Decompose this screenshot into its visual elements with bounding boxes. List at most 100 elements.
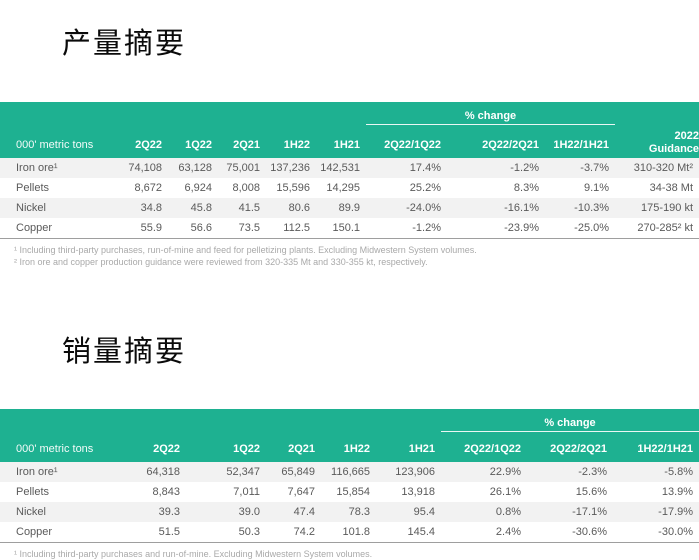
cell-value: 17.4% [409, 162, 441, 174]
cell-value: 123,906 [395, 466, 435, 478]
sales-table: % change 000' metric tons 2Q22 1Q22 2Q21 1H… [0, 409, 699, 543]
cell-value: -1.2% [510, 162, 539, 174]
cell-value: 22.9% [489, 466, 521, 478]
header-spacer [0, 102, 366, 125]
cell-value: 74,108 [128, 162, 162, 174]
cell-value: 0.8% [495, 506, 521, 518]
cell-value: -30.0% [613, 522, 699, 543]
cell-value: 15,854 [336, 486, 370, 498]
cell-value: 50.3 [186, 522, 266, 543]
sales-title: 销量摘要 [62, 334, 187, 368]
column-header: 1H22/1H21 [613, 431, 699, 462]
cell-value: 101.8 [321, 522, 376, 543]
production-table-header: % change 2022 Guidance 000' metric tons … [0, 102, 699, 158]
cell-value: 78.3 [348, 506, 370, 518]
cell-value: 63,128 [178, 162, 212, 174]
cell-value: -24.0% [406, 202, 441, 214]
cell-value: 55.9 [114, 218, 168, 239]
cell-value: 65,849 [281, 466, 315, 478]
cell-value: 75,001 [226, 162, 260, 174]
production-title: 产量摘要 [62, 26, 187, 60]
cell-value: 15.6% [575, 486, 607, 498]
cell-value: -16.1% [504, 202, 539, 214]
production-table-body: Iron ore¹ 74,108 63,128 75,001 137,236 142,53… [0, 158, 699, 239]
cell-value: 7,011 [233, 486, 260, 498]
column-header-row: 000' metric tons 2Q22 1Q22 2Q21 1H22 1H21 2Q2… [0, 431, 699, 462]
cell-value: -5.8% [664, 466, 694, 478]
column-header: 2Q22/1Q22 [366, 124, 447, 158]
cell-value: -23.9% [447, 218, 545, 239]
production-section: 产量摘要 % change 2022 Guidance 000' metric … [0, 0, 699, 268]
cell-value: 9.1% [583, 182, 610, 194]
cell-value: 7,647 [287, 486, 315, 498]
change-group-header: % change [366, 102, 616, 125]
cell-value: 25.2% [409, 182, 441, 194]
column-header: 2Q22 [114, 124, 168, 158]
cell-value: 34-38 Mt [649, 182, 694, 194]
column-header: 1H21 [316, 124, 366, 158]
column-header: 1Q22 [186, 431, 266, 462]
cell-value: 137,236 [270, 162, 310, 174]
row-label: Iron ore¹ [16, 162, 58, 174]
footnote: ¹ Including third-party purchases and ru… [14, 549, 373, 559]
table-row: Pellets 8,843 7,011 7,647 15,854 13,918 26.1% 1… [0, 482, 699, 502]
row-label: Iron ore¹ [16, 466, 58, 478]
table-row: Copper 55.9 56.6 73.5 112.5 150.1 -1.2% -23.9% -… [0, 218, 699, 239]
production-footnotes: ¹ Including third-party purchases, run-o… [14, 244, 699, 268]
cell-value: 150.1 [316, 218, 366, 239]
sales-table-body: Iron ore¹ 64,318 52,347 65,849 116,665 123,90… [0, 462, 699, 543]
cell-value: 15,596 [276, 182, 310, 194]
column-header: 2Q22/2Q21 [527, 431, 613, 462]
column-header: 1H22 [266, 124, 316, 158]
cell-value: 14,295 [326, 182, 360, 194]
cell-value: 270-285² kt [615, 218, 699, 239]
column-header: 1H22/1H21 [545, 124, 616, 158]
cell-value: 26.1% [489, 486, 521, 498]
column-header: 2Q22 [114, 431, 186, 462]
cell-value: -3.7% [580, 162, 610, 174]
table-row: Nickel 39.3 39.0 47.4 78.3 95.4 0.8% -17.1% -17.… [0, 502, 699, 522]
row-label: Copper [0, 218, 114, 239]
cell-value: 116,665 [331, 466, 370, 478]
table-row: Pellets 8,672 6,924 8,008 15,596 14,295 25.2% 8… [0, 178, 699, 198]
row-label: Nickel [16, 202, 46, 214]
cell-value: 8.3% [513, 182, 539, 194]
cell-value: 13.9% [661, 486, 694, 498]
cell-value: 8,843 [152, 486, 180, 498]
cell-value: -30.6% [527, 522, 613, 543]
cell-value: -10.3% [574, 202, 610, 214]
row-label: Pellets [16, 486, 50, 498]
cell-value: 95.4 [413, 506, 435, 518]
cell-value: 45.8 [190, 202, 212, 214]
unit-label: 000' metric tons [0, 431, 114, 462]
table-row: Nickel 34.8 45.8 41.5 80.6 89.9 -24.0% -16.1% -1… [0, 198, 699, 218]
cell-value: 145.4 [376, 522, 441, 543]
table-row: Iron ore¹ 64,318 52,347 65,849 116,665 123,90… [0, 462, 699, 482]
column-header: 2Q21 [266, 431, 321, 462]
table-row: Copper 51.5 50.3 74.2 101.8 145.4 2.4% -30.6% -3… [0, 522, 699, 543]
cell-value: -25.0% [545, 218, 616, 239]
cell-value: 310-320 Mt² [633, 162, 694, 174]
cell-value: 13,918 [401, 486, 435, 498]
cell-value: 175-190 kt [641, 202, 694, 214]
cell-value: 41.5 [238, 202, 260, 214]
cell-value: 89.9 [338, 202, 360, 214]
cell-value: 6,924 [184, 182, 212, 194]
footnote: ¹ Including third-party purchases, run-o… [14, 245, 477, 255]
cell-value: 74.2 [266, 522, 321, 543]
cell-value: 112.5 [266, 218, 316, 239]
cell-value: 34.8 [140, 202, 162, 214]
footnote: ² Iron ore and copper production guidanc… [14, 257, 428, 267]
row-label: Copper [0, 522, 114, 543]
column-header: 1H21 [376, 431, 441, 462]
cell-value: -1.2% [366, 218, 447, 239]
sales-section: 销量摘要 % change 000' metric tons 2Q22 1Q22 2… [0, 268, 699, 560]
column-header: 2Q22/2Q21 [447, 124, 545, 158]
header-spacer [0, 409, 441, 432]
row-label: Nickel [16, 506, 46, 518]
cell-value: 39.3 [158, 506, 180, 518]
cell-value: 80.6 [288, 202, 310, 214]
cell-value: -17.1% [572, 506, 607, 518]
cell-value: 64,318 [146, 466, 180, 478]
